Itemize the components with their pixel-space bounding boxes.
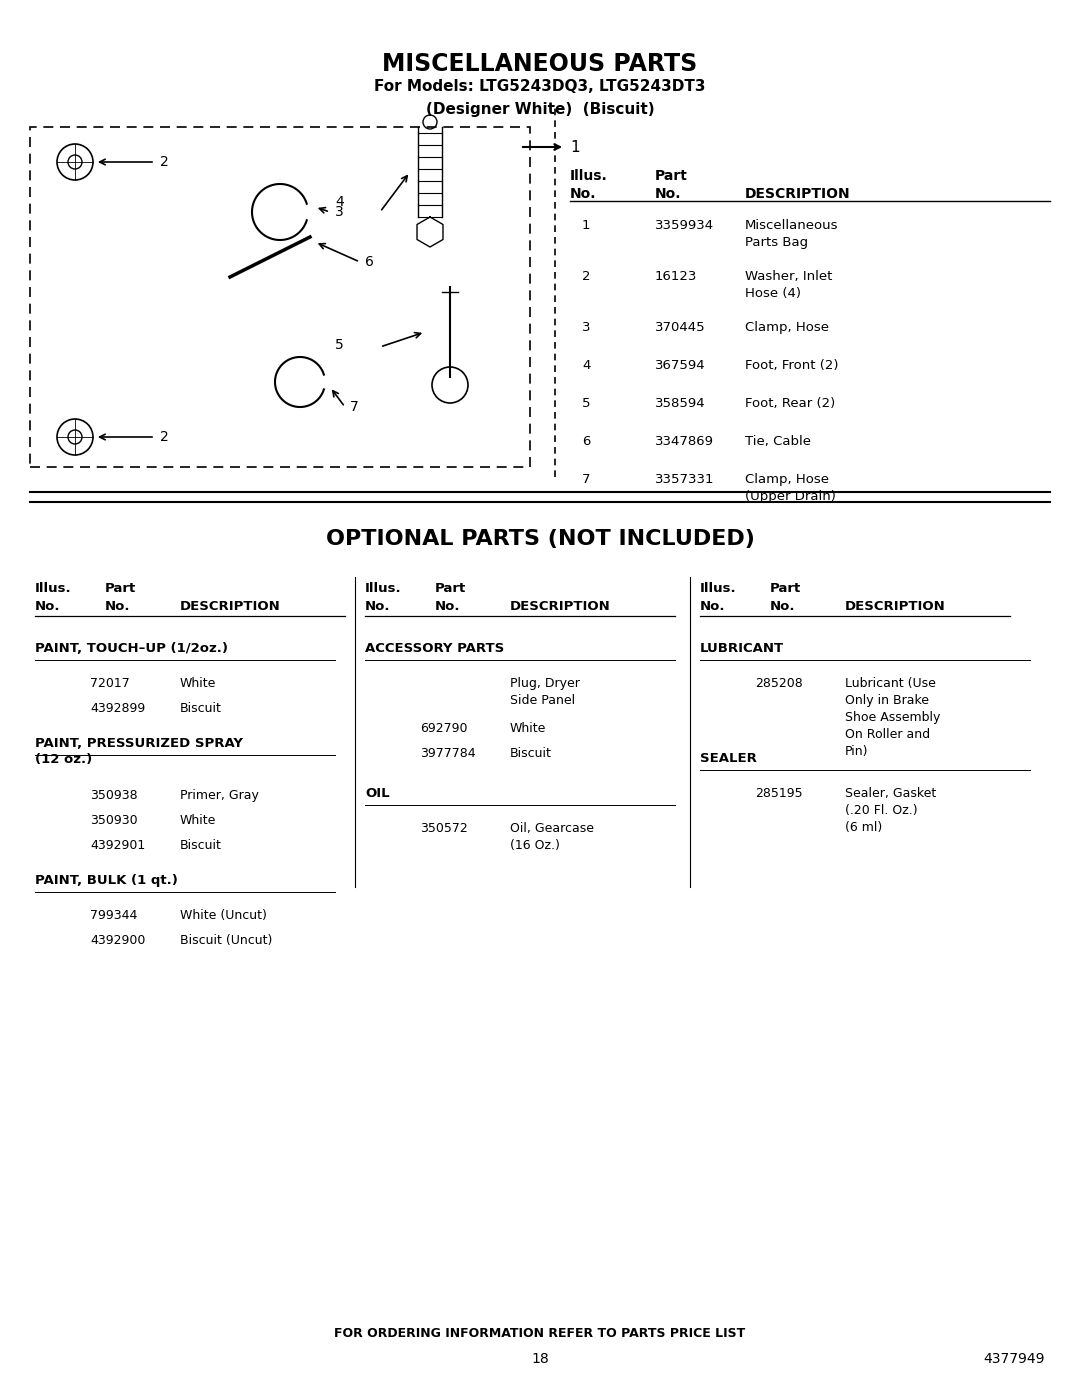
Text: OPTIONAL PARTS (NOT INCLUDED): OPTIONAL PARTS (NOT INCLUDED)	[325, 529, 755, 549]
Text: 358594: 358594	[654, 397, 705, 409]
Text: 2: 2	[160, 155, 168, 169]
Text: Biscuit (Uncut): Biscuit (Uncut)	[180, 935, 272, 947]
Text: 285208: 285208	[755, 678, 802, 690]
Text: 2: 2	[582, 270, 591, 284]
Text: 350930: 350930	[90, 814, 137, 827]
Text: ACCESSORY PARTS: ACCESSORY PARTS	[365, 643, 504, 655]
Text: 72017: 72017	[90, 678, 130, 690]
Text: Plug, Dryer
Side Panel: Plug, Dryer Side Panel	[510, 678, 580, 707]
Text: White: White	[180, 678, 216, 690]
Text: PAINT, PRESSURIZED SPRAY
(12 oz.): PAINT, PRESSURIZED SPRAY (12 oz.)	[35, 738, 243, 766]
Text: For Models: LTG5243DQ3, LTG5243DT3: For Models: LTG5243DQ3, LTG5243DT3	[375, 80, 705, 94]
Text: Biscuit: Biscuit	[180, 840, 221, 852]
Text: 370445: 370445	[654, 321, 705, 334]
Text: Illus.: Illus.	[35, 583, 71, 595]
Text: 3359934: 3359934	[654, 219, 714, 232]
Text: MISCELLANEOUS PARTS: MISCELLANEOUS PARTS	[382, 52, 698, 75]
Text: No.: No.	[105, 599, 131, 613]
Text: 7: 7	[582, 474, 591, 486]
Text: Miscellaneous
Parts Bag: Miscellaneous Parts Bag	[745, 219, 838, 249]
Text: 3: 3	[335, 205, 343, 219]
Text: 3347869: 3347869	[654, 434, 714, 448]
Text: 3357331: 3357331	[654, 474, 715, 486]
Text: 692790: 692790	[420, 722, 468, 735]
Text: Illus.: Illus.	[570, 169, 608, 183]
Text: White (Uncut): White (Uncut)	[180, 909, 267, 922]
Text: 799344: 799344	[90, 909, 137, 922]
Polygon shape	[417, 217, 443, 247]
Text: 3: 3	[582, 321, 591, 334]
Text: DESCRIPTION: DESCRIPTION	[510, 599, 611, 613]
Text: 7: 7	[350, 400, 359, 414]
Text: LUBRICANT: LUBRICANT	[700, 643, 784, 655]
Text: SEALER: SEALER	[700, 752, 757, 766]
Text: Oil, Gearcase
(16 Oz.): Oil, Gearcase (16 Oz.)	[510, 821, 594, 852]
Text: PAINT, TOUCH–UP (1/2oz.): PAINT, TOUCH–UP (1/2oz.)	[35, 643, 228, 655]
Text: DESCRIPTION: DESCRIPTION	[745, 187, 851, 201]
Text: White: White	[180, 814, 216, 827]
Text: 5: 5	[582, 397, 591, 409]
Text: No.: No.	[570, 187, 596, 201]
Text: 4392899: 4392899	[90, 703, 145, 715]
Text: Foot, Rear (2): Foot, Rear (2)	[745, 397, 835, 409]
Text: Clamp, Hose
(Upper Drain): Clamp, Hose (Upper Drain)	[745, 474, 836, 503]
Text: Illus.: Illus.	[365, 583, 402, 595]
Text: PAINT, BULK (1 qt.): PAINT, BULK (1 qt.)	[35, 875, 178, 887]
Text: 6: 6	[365, 256, 374, 270]
Text: Sealer, Gasket
(.20 Fl. Oz.)
(6 ml): Sealer, Gasket (.20 Fl. Oz.) (6 ml)	[845, 787, 936, 834]
Text: Part: Part	[770, 583, 801, 595]
Text: 16123: 16123	[654, 270, 698, 284]
Text: 18: 18	[531, 1352, 549, 1366]
Text: Lubricant (Use
Only in Brake
Shoe Assembly
On Roller and
Pin): Lubricant (Use Only in Brake Shoe Assemb…	[845, 678, 941, 759]
Text: No.: No.	[654, 187, 681, 201]
Text: Washer, Inlet
Hose (4): Washer, Inlet Hose (4)	[745, 270, 833, 300]
Text: 2: 2	[160, 430, 168, 444]
Text: 1: 1	[570, 140, 580, 155]
Text: (Designer White)  (Biscuit): (Designer White) (Biscuit)	[426, 102, 654, 117]
Text: OIL: OIL	[365, 787, 390, 800]
Text: Clamp, Hose: Clamp, Hose	[745, 321, 829, 334]
Text: 367594: 367594	[654, 359, 705, 372]
Text: Illus.: Illus.	[700, 583, 737, 595]
Text: 4377949: 4377949	[984, 1352, 1045, 1366]
Text: No.: No.	[365, 599, 391, 613]
Text: No.: No.	[35, 599, 60, 613]
Text: FOR ORDERING INFORMATION REFER TO PARTS PRICE LIST: FOR ORDERING INFORMATION REFER TO PARTS …	[335, 1327, 745, 1340]
Text: No.: No.	[700, 599, 726, 613]
Text: 285195: 285195	[755, 787, 802, 800]
Text: 4392900: 4392900	[90, 935, 146, 947]
Text: 6: 6	[582, 434, 591, 448]
Text: Part: Part	[105, 583, 136, 595]
Text: No.: No.	[435, 599, 460, 613]
Text: Tie, Cable: Tie, Cable	[745, 434, 811, 448]
Text: Primer, Gray: Primer, Gray	[180, 789, 259, 802]
Text: Part: Part	[654, 169, 688, 183]
Text: 5: 5	[335, 338, 343, 352]
Text: White: White	[510, 722, 546, 735]
Text: 350572: 350572	[420, 821, 468, 835]
Text: No.: No.	[770, 599, 796, 613]
Text: 1: 1	[582, 219, 591, 232]
Text: 4: 4	[335, 196, 343, 210]
Text: 350938: 350938	[90, 789, 137, 802]
Text: Foot, Front (2): Foot, Front (2)	[745, 359, 838, 372]
Text: Part: Part	[435, 583, 467, 595]
Text: 4: 4	[582, 359, 591, 372]
Text: Biscuit: Biscuit	[510, 747, 552, 760]
Text: DESCRIPTION: DESCRIPTION	[845, 599, 946, 613]
Text: Biscuit: Biscuit	[180, 703, 221, 715]
Text: DESCRIPTION: DESCRIPTION	[180, 599, 281, 613]
Text: 3977784: 3977784	[420, 747, 475, 760]
Text: 4392901: 4392901	[90, 840, 145, 852]
